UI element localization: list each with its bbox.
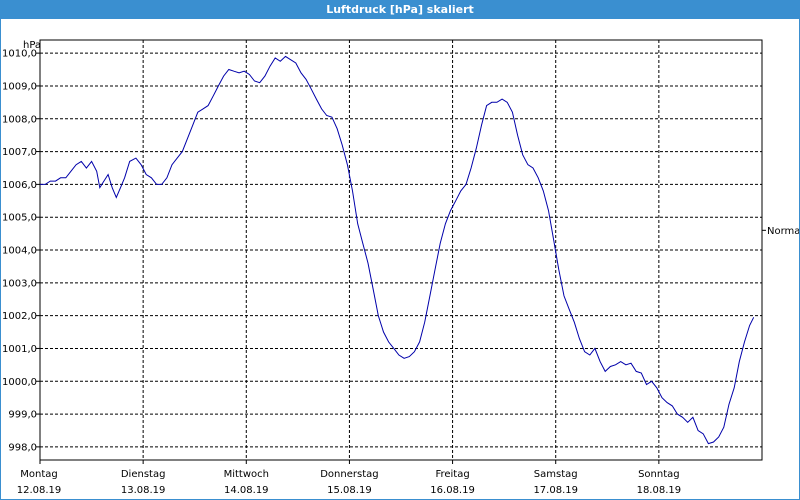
y-tick-label: 1008,0 — [2, 114, 37, 125]
y-tick-label: 1003,0 — [2, 278, 37, 289]
y-tick-label: 999,0 — [8, 410, 37, 421]
x-tick-date-label: 17.08.19 — [533, 485, 578, 496]
data-series — [40, 55, 755, 445]
y-tick-label: 1007,0 — [2, 147, 37, 158]
window-title: Luftdruck [hPa] skaliert — [1, 1, 799, 19]
y-axis-unit-label: hPa — [23, 40, 41, 51]
x-tick-date-label: 16.08.19 — [430, 485, 475, 496]
x-tick-date-label: 14.08.19 — [224, 485, 269, 496]
series-line — [40, 55, 755, 445]
x-tick-day-label: Donnerstag — [320, 469, 378, 480]
y-tick-label: 1004,0 — [2, 246, 37, 257]
y-axis: hPa 998,0 999,0 1000,0 1001,0 1002,0 1003,0 10… — [2, 40, 41, 453]
x-tick-date-label: 15.08.19 — [327, 485, 372, 496]
grid-lines — [40, 40, 762, 460]
x-tick-day-label: Dienstag — [121, 469, 166, 480]
reference-marker: Normal — [762, 226, 799, 237]
x-axis: Montag 12.08.19 Dienstag 13.08.19 Mittwoch 14… — [17, 460, 681, 496]
reference-label: Normal — [767, 226, 799, 237]
y-tick-label: 1002,0 — [2, 311, 37, 322]
y-tick-label: 1009,0 — [2, 81, 37, 92]
x-tick-date-label: 12.08.19 — [17, 485, 62, 496]
x-tick-day-label: Montag — [20, 469, 57, 480]
x-tick-day-label: Mittwoch — [224, 469, 269, 480]
y-tick-label: 998,0 — [8, 442, 37, 453]
y-tick-label: 1000,0 — [2, 377, 37, 388]
y-tick-label: 1006,0 — [2, 180, 37, 191]
y-tick-label: 1005,0 — [2, 213, 37, 224]
x-tick-date-label: 18.08.19 — [637, 485, 682, 496]
x-tick-day-label: Sonntag — [638, 469, 680, 480]
x-tick-day-label: Samstag — [534, 469, 578, 480]
x-tick-date-label: 13.08.19 — [121, 485, 166, 496]
x-tick-day-label: Freitag — [435, 469, 469, 480]
y-tick-label: 1010,0 — [2, 49, 37, 60]
y-tick-label: 1001,0 — [2, 344, 37, 355]
